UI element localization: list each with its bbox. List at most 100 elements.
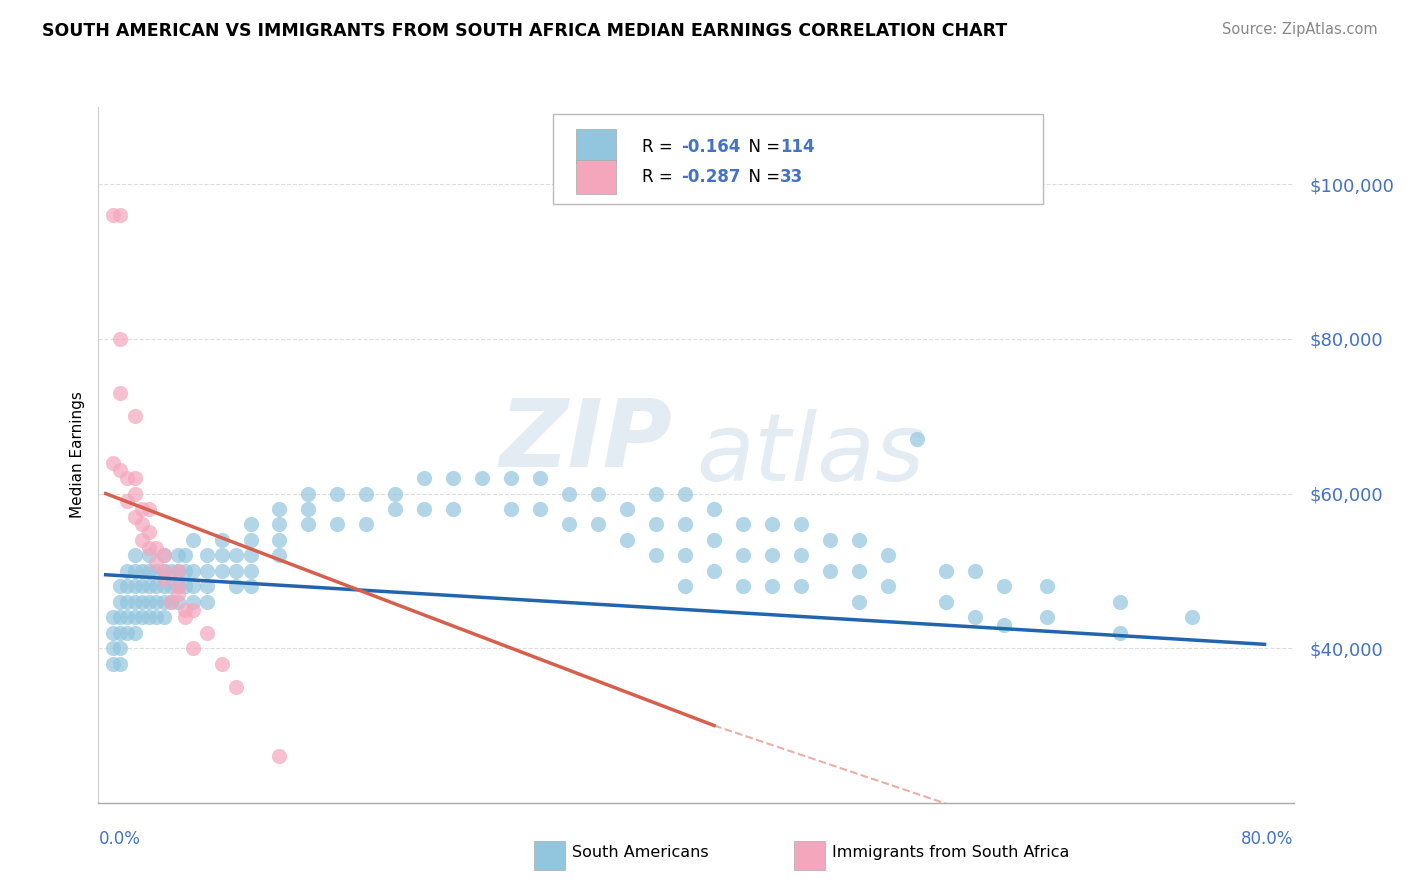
Point	[152, 564, 174, 578]
Point	[108, 625, 131, 640]
Point	[145, 556, 167, 570]
Point	[152, 579, 174, 593]
Point	[152, 595, 174, 609]
Point	[441, 502, 464, 516]
Point	[195, 564, 218, 578]
Point	[131, 517, 153, 532]
Text: 33: 33	[780, 169, 803, 186]
Point	[993, 618, 1015, 632]
Point	[145, 595, 167, 609]
Point	[138, 579, 160, 593]
Point	[211, 533, 233, 547]
Point	[117, 564, 139, 578]
Point	[963, 564, 986, 578]
Point	[152, 564, 174, 578]
Point	[326, 517, 349, 532]
Point	[160, 595, 183, 609]
Point	[145, 564, 167, 578]
Text: -0.287: -0.287	[682, 169, 741, 186]
Point	[131, 533, 153, 547]
Point	[1036, 610, 1059, 624]
Point	[239, 564, 262, 578]
Point	[673, 579, 696, 593]
Point	[239, 533, 262, 547]
Point	[731, 549, 754, 563]
Point	[195, 595, 218, 609]
Point	[101, 625, 124, 640]
Point	[905, 433, 928, 447]
Point	[124, 549, 146, 563]
Y-axis label: Median Earnings: Median Earnings	[69, 392, 84, 518]
Point	[413, 502, 436, 516]
Point	[818, 564, 841, 578]
Point	[225, 680, 247, 694]
Point	[174, 564, 197, 578]
Point	[181, 579, 204, 593]
Point	[703, 533, 725, 547]
Point	[117, 595, 139, 609]
Point	[645, 517, 668, 532]
Point	[124, 486, 146, 500]
Point	[181, 641, 204, 656]
Point	[935, 595, 957, 609]
Point	[297, 517, 319, 532]
Point	[181, 564, 204, 578]
Point	[167, 579, 190, 593]
Point	[790, 517, 813, 532]
Point	[356, 486, 378, 500]
Point	[101, 657, 124, 671]
Point	[384, 486, 406, 500]
Point	[152, 610, 174, 624]
Point	[117, 471, 139, 485]
Point	[167, 595, 190, 609]
Point	[138, 502, 160, 516]
Point	[877, 549, 900, 563]
Text: ZIP: ZIP	[499, 395, 672, 487]
Point	[138, 541, 160, 555]
Point	[645, 486, 668, 500]
Point	[167, 564, 190, 578]
Point	[645, 549, 668, 563]
Point	[384, 502, 406, 516]
Point	[101, 610, 124, 624]
Point	[211, 657, 233, 671]
Point	[108, 657, 131, 671]
Point	[269, 517, 291, 532]
Point	[297, 502, 319, 516]
Point	[731, 517, 754, 532]
Point	[703, 564, 725, 578]
Text: 0.0%: 0.0%	[98, 830, 141, 847]
Point	[471, 471, 494, 485]
Point	[963, 610, 986, 624]
Point	[761, 579, 783, 593]
Point	[145, 579, 167, 593]
Text: SOUTH AMERICAN VS IMMIGRANTS FROM SOUTH AFRICA MEDIAN EARNINGS CORRELATION CHART: SOUTH AMERICAN VS IMMIGRANTS FROM SOUTH …	[42, 22, 1008, 40]
Point	[108, 610, 131, 624]
Point	[145, 541, 167, 555]
Point	[225, 549, 247, 563]
Point	[877, 579, 900, 593]
Point	[790, 579, 813, 593]
Point	[501, 502, 523, 516]
Point	[167, 579, 190, 593]
Point	[131, 564, 153, 578]
Point	[138, 525, 160, 540]
Point	[108, 208, 131, 222]
Point	[239, 579, 262, 593]
Point	[181, 602, 204, 616]
Point	[297, 486, 319, 500]
Point	[131, 579, 153, 593]
Point	[413, 471, 436, 485]
Point	[124, 471, 146, 485]
Point	[761, 549, 783, 563]
Point	[1181, 610, 1204, 624]
Point	[673, 486, 696, 500]
Point	[152, 572, 174, 586]
Point	[174, 549, 197, 563]
Point	[138, 610, 160, 624]
Point	[160, 564, 183, 578]
Point	[131, 610, 153, 624]
Point	[108, 579, 131, 593]
Point	[529, 471, 551, 485]
Point	[167, 564, 190, 578]
